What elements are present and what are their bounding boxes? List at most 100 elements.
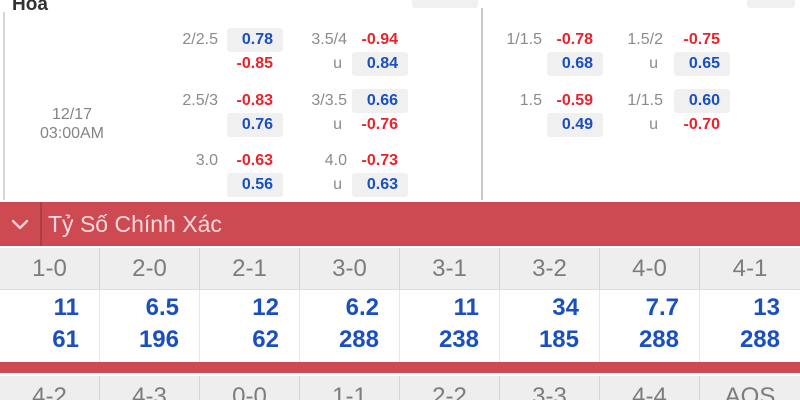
under-label: u xyxy=(649,116,658,133)
score-odds-column: 12 62 xyxy=(200,290,300,362)
odds-button[interactable]: -0.76 xyxy=(361,116,398,133)
section-title: Tỷ Số Chính Xác xyxy=(48,210,222,237)
score-odds-button[interactable]: 13 xyxy=(753,294,780,321)
score-label: 4-4 xyxy=(600,376,700,400)
ou-value: 3/3.5 xyxy=(311,92,347,109)
ou-value: 3.5/4 xyxy=(311,31,347,48)
handicap-block: 3.0 -0.63 4.0 -0.73 0.56 u 0.63 xyxy=(0,149,408,197)
score-label: 3-0 xyxy=(300,248,400,289)
odds-button[interactable]: 0.56 xyxy=(227,173,283,197)
odds-button[interactable]: 0.84 xyxy=(352,52,408,76)
odds-button[interactable]: -0.94 xyxy=(361,31,398,48)
score-odds-button[interactable]: 6.2 xyxy=(345,294,379,321)
handicap-value: 2.5/3 xyxy=(182,92,218,109)
odds-button[interactable]: -0.78 xyxy=(556,31,593,48)
score-odds-button[interactable]: 62 xyxy=(252,326,279,353)
correct-score-section-header[interactable]: Tỷ Số Chính Xác xyxy=(0,202,800,246)
table-left-border xyxy=(3,12,5,200)
odds-button[interactable]: 0.49 xyxy=(547,113,603,137)
ou-value: 1.5/2 xyxy=(627,31,663,48)
score-odds-button[interactable]: 288 xyxy=(739,326,780,353)
spacer xyxy=(0,173,218,197)
score-odds-column: 6.2 288 xyxy=(300,290,400,362)
odds-button[interactable]: 0.78 xyxy=(227,28,283,52)
score-label: 0-0 xyxy=(200,376,300,400)
score-odds-column: 11 238 xyxy=(400,290,500,362)
away-odds-button[interactable]: 5.50 xyxy=(747,0,795,8)
odds-button[interactable]: -0.73 xyxy=(361,152,398,169)
spacer xyxy=(482,52,542,76)
odds-button[interactable]: 0.60 xyxy=(674,89,730,113)
odds-button[interactable]: -0.83 xyxy=(236,92,273,109)
under-label: u xyxy=(649,55,658,72)
score-odds-button[interactable]: 7.7 xyxy=(645,294,679,321)
under-label: u xyxy=(333,176,342,193)
score-odds-button[interactable]: 12 xyxy=(252,294,279,321)
score-label: 4-1 xyxy=(732,255,768,282)
score-odds-button[interactable]: 288 xyxy=(338,326,379,353)
score-label: 2-2 xyxy=(400,376,500,400)
score-odds-button[interactable]: 196 xyxy=(138,326,179,353)
score-label: 4-0 xyxy=(600,248,700,289)
match-time: 03:00AM xyxy=(39,125,105,142)
bar-divider xyxy=(40,202,42,246)
score-odds-button[interactable]: 11 xyxy=(53,294,79,321)
score-header-row: 4-2 4-3 0-0 1-1 2-2 3-3 4-4 AOS xyxy=(0,376,800,400)
score-odds-button[interactable]: 34 xyxy=(552,294,579,321)
score-odds-column: 6.5 196 xyxy=(100,290,200,362)
under-label: u xyxy=(333,116,342,133)
under-label: u xyxy=(333,55,342,72)
odds-button[interactable]: 0.63 xyxy=(352,173,408,197)
odds-button[interactable]: -0.63 xyxy=(236,152,273,169)
spacer xyxy=(482,113,542,137)
chevron-down-icon[interactable] xyxy=(11,219,29,230)
score-label: 2-0 xyxy=(100,248,200,289)
ou-value: 1/1.5 xyxy=(627,92,663,109)
odds-button[interactable]: -0.70 xyxy=(683,116,720,133)
score-odds-rows: 11 61 6.5 196 12 62 6.2 288 11 238 34 18… xyxy=(0,290,800,362)
score-odds-column: 13 288 xyxy=(700,290,800,362)
ou-value: 4.0 xyxy=(324,152,347,169)
odds-button[interactable]: -0.85 xyxy=(236,55,273,72)
handicap-value: 1.5 xyxy=(519,92,542,109)
odds-button[interactable]: 0.66 xyxy=(352,89,408,113)
handicap-value: 1/1.5 xyxy=(506,31,542,48)
score-label: 3-1 xyxy=(400,248,500,289)
score-label: 1-0 xyxy=(0,248,100,289)
odds-button[interactable]: 0.68 xyxy=(547,52,603,76)
score-label: 3-2 xyxy=(500,248,600,289)
odds-button[interactable]: -0.59 xyxy=(556,92,593,109)
score-label: 4-3 xyxy=(100,376,200,400)
table-middle-divider xyxy=(481,8,483,200)
score-odds-button[interactable]: 185 xyxy=(538,326,579,353)
score-odds-button[interactable]: 61 xyxy=(52,326,79,353)
draw-label: Hòa xyxy=(12,0,48,15)
score-label: 3-3 xyxy=(500,376,600,400)
odds-button[interactable]: -0.75 xyxy=(683,31,720,48)
score-odds-column: 7.7 288 xyxy=(600,290,700,362)
score-odds-button[interactable]: 11 xyxy=(453,294,479,321)
score-odds-column: 34 185 xyxy=(500,290,600,362)
score-odds-button[interactable]: 6.5 xyxy=(145,294,179,321)
match-datetime: 12/17 03:00AM xyxy=(12,105,132,143)
handicap-block: 1/1.5 -0.78 1.5/2 -0.75 0.68 u 0.65 xyxy=(482,28,730,76)
spacer xyxy=(0,52,218,76)
match-date: 12/17 xyxy=(51,106,93,123)
handicap-value: 3.0 xyxy=(195,152,218,169)
handicap-block: 2.5/3 -0.83 3/3.5 0.66 0.76 u -0.76 xyxy=(0,89,408,137)
score-odds-column: 11 61 xyxy=(0,290,100,362)
score-header-row: 1-0 2-0 2-1 3-0 3-1 3-2 4-0 4-1 xyxy=(0,248,800,290)
section-separator xyxy=(0,362,800,373)
score-label: 4-2 xyxy=(0,376,100,400)
draw-odds-button[interactable]: 10.00 xyxy=(412,0,478,8)
score-label: 1-1 xyxy=(300,376,400,400)
score-odds-button[interactable]: 288 xyxy=(638,326,679,353)
handicap-block: 1.5 -0.59 1/1.5 0.60 0.49 u -0.70 xyxy=(482,89,730,137)
handicap-block: 2/2.5 0.78 3.5/4 -0.94 -0.85 u 0.84 xyxy=(0,28,408,76)
score-odds-button[interactable]: 238 xyxy=(438,326,479,353)
odds-button[interactable]: 0.65 xyxy=(674,52,730,76)
spacer xyxy=(0,113,218,137)
odds-button[interactable]: 0.76 xyxy=(227,113,283,137)
score-label: AOS xyxy=(724,383,776,400)
